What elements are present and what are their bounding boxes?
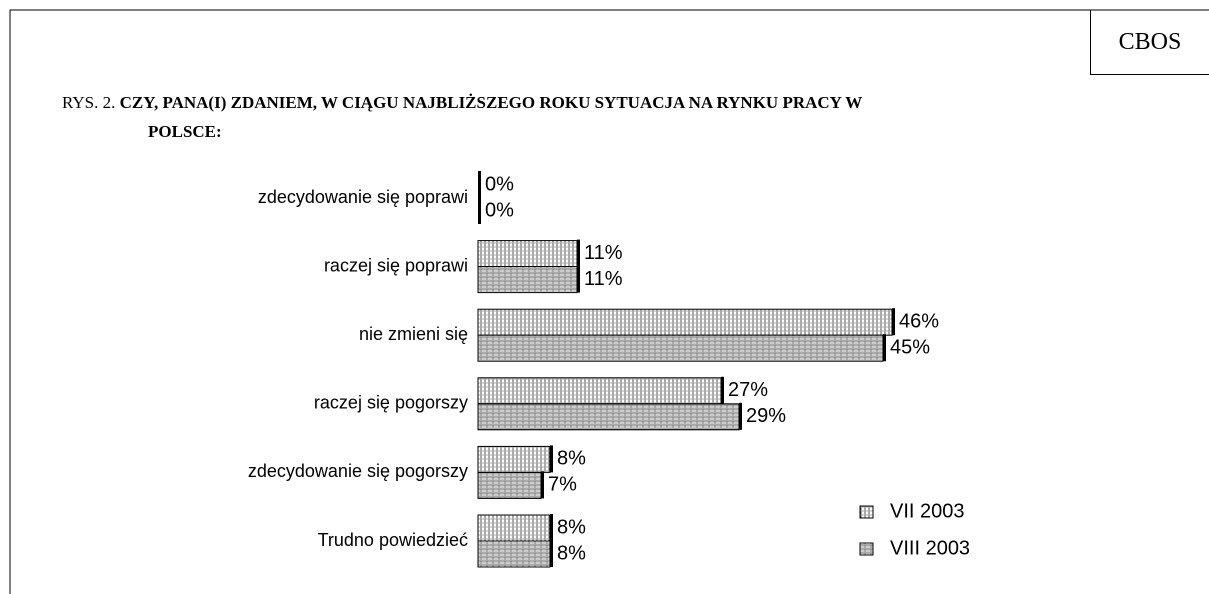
value-label: 8% <box>557 516 586 538</box>
chart-title: CZY, PANA(I) ZDANIEM, W CIĄGU NAJBLIŻSZE… <box>119 93 862 141</box>
category-label: zdecydowanie się pogorszy <box>248 461 468 481</box>
value-label: 46% <box>899 310 939 332</box>
figure-label: RYS. 2. <box>62 93 116 112</box>
value-label: 27% <box>728 379 768 401</box>
value-label: 7% <box>548 474 577 496</box>
category-label: raczej się pogorszy <box>314 393 468 413</box>
bar <box>477 334 884 362</box>
bar <box>477 308 893 336</box>
bar <box>477 540 551 568</box>
bar <box>477 445 551 473</box>
chart-title-block: RYS. 2. CZY, PANA(I) ZDANIEM, W CIĄGU NA… <box>62 88 938 146</box>
legend-label: VIII 2003 <box>890 537 970 559</box>
value-label: 0% <box>485 173 514 195</box>
legend-label: VII 2003 <box>890 500 965 522</box>
bar <box>477 514 551 542</box>
value-label: 8% <box>557 542 586 564</box>
category-label: Trudno powiedzieć <box>318 530 468 550</box>
legend-swatch <box>859 542 874 556</box>
source-box: CBOS <box>1090 10 1209 75</box>
bar <box>477 403 740 431</box>
value-label: 45% <box>890 336 930 358</box>
value-label: 29% <box>746 405 786 427</box>
bar <box>477 266 578 294</box>
bar <box>477 377 722 405</box>
value-label: 11% <box>584 268 623 290</box>
category-label: zdecydowanie się poprawi <box>258 187 468 207</box>
value-label: 11% <box>584 242 623 264</box>
category-label: nie zmieni się <box>359 324 468 344</box>
legend-swatch <box>859 505 874 519</box>
bar <box>477 471 542 499</box>
value-label: 0% <box>485 199 514 221</box>
category-label: raczej się poprawi <box>324 255 468 275</box>
value-label: 8% <box>557 448 586 470</box>
bar <box>477 240 578 268</box>
